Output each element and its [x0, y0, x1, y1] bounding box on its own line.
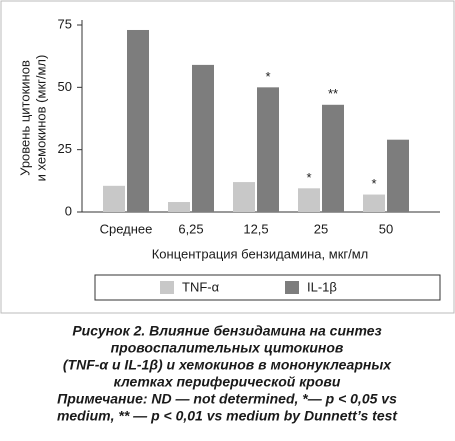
- y-tick-label: 50: [58, 79, 72, 94]
- legend-label: IL-1β: [307, 279, 337, 294]
- bar: [192, 64, 214, 212]
- bar: [233, 182, 255, 212]
- bar: [103, 185, 125, 212]
- legend-label: TNF-α: [182, 279, 220, 294]
- legend-swatch: [160, 281, 174, 294]
- bar: [363, 194, 385, 212]
- bar: [322, 104, 344, 212]
- caption-line: провоспалительных цитокинов: [111, 340, 344, 356]
- significance-label: **: [328, 86, 338, 101]
- caption-line: Примечание: ND — not determined, *— p < …: [57, 391, 397, 407]
- x-tick-label: Среднее: [100, 221, 153, 236]
- y-tick-label: 0: [65, 203, 72, 218]
- x-tick-label: 25: [314, 221, 328, 236]
- y-tick-label: 75: [58, 16, 72, 31]
- bar: [387, 139, 409, 212]
- caption-line: клетках периферической крови: [114, 374, 341, 390]
- significance-label: *: [265, 69, 270, 84]
- caption-line: medium, ** — p < 0,01 vs medium by Dunne…: [57, 408, 398, 424]
- bar: [127, 29, 149, 213]
- significance-label: *: [306, 170, 311, 185]
- bar: [298, 188, 320, 212]
- legend: [94, 274, 441, 301]
- significance-label: *: [371, 176, 376, 191]
- x-tick-label: 12,5: [243, 221, 268, 236]
- x-axis-label: Концентрация бензидамина, мкг/мл: [152, 246, 369, 261]
- frame: [0, 0, 455, 314]
- caption-line: (TNF-α и IL-1β) и хемокинов в мононуклеа…: [63, 357, 392, 373]
- bar: [257, 87, 279, 212]
- y-axis-label: и хемокинов (мкг/мл): [33, 55, 48, 182]
- bar: [168, 202, 190, 212]
- x-tick-label: 50: [379, 221, 393, 236]
- y-tick-label: 25: [58, 141, 72, 156]
- y-axis-label: Уровень цитокинов: [17, 60, 32, 176]
- caption-line: Рисунок 2. Влияние бензидамина на синтез: [72, 323, 381, 339]
- legend-swatch: [285, 281, 299, 294]
- x-tick-label: 6,25: [178, 221, 203, 236]
